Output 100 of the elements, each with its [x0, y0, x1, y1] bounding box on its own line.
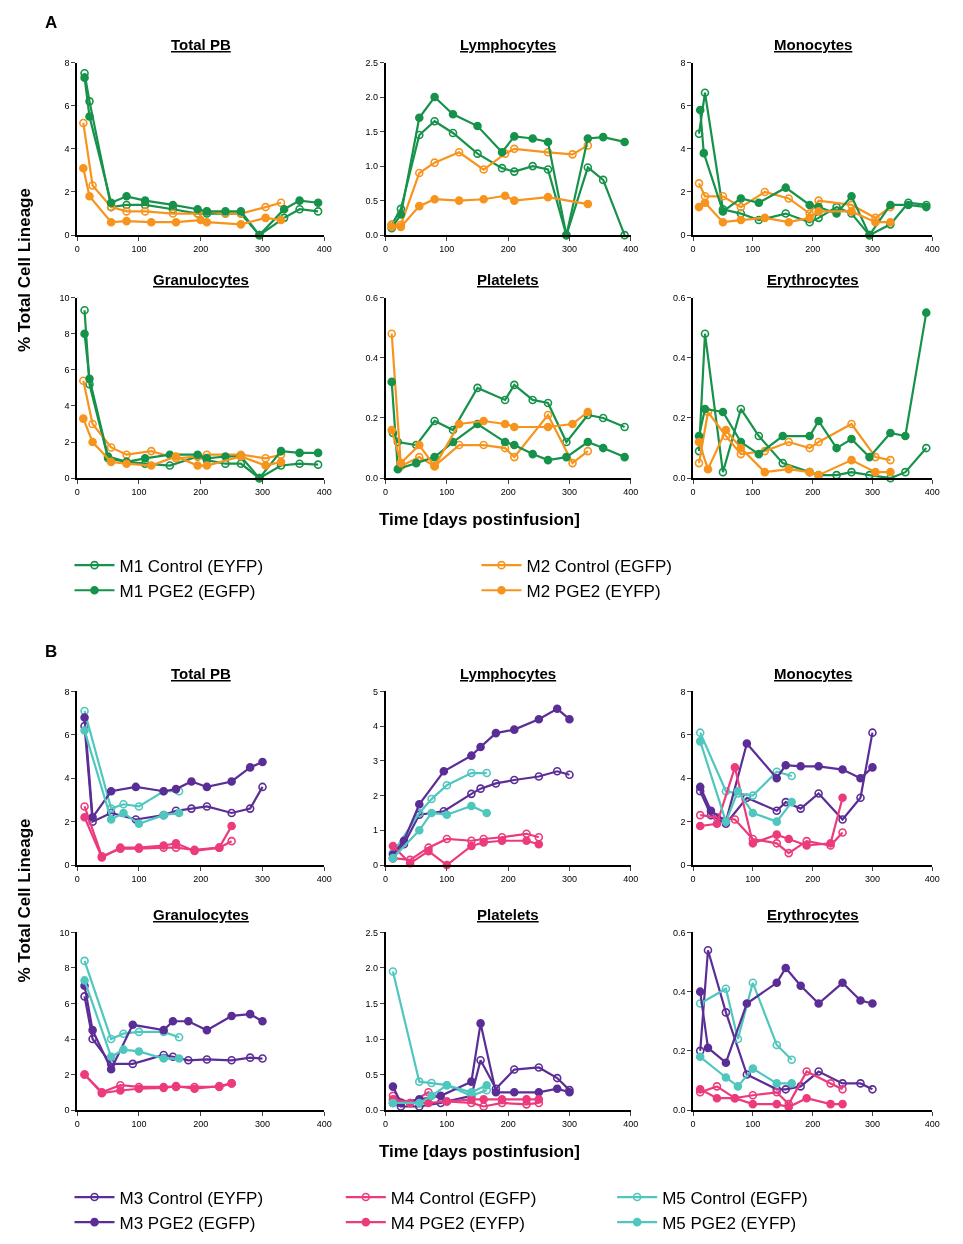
x-tick-label: 100 — [131, 486, 147, 497]
legend-label: M4 PGE2 (EYFP) — [390, 1213, 525, 1233]
x-tick-label: 200 — [193, 873, 209, 884]
y-tick-label: 3 — [373, 756, 379, 767]
chart-title: Total PB — [171, 665, 231, 682]
x-tick-label: 100 — [439, 1118, 455, 1129]
legend-label: M5 PGE2 (EYFP) — [662, 1213, 797, 1233]
x-tick-label: 100 — [745, 873, 761, 884]
y-tick-label: 8 — [64, 57, 70, 68]
x-tick-label: 400 — [924, 873, 940, 884]
y-tick-label: 0.2 — [672, 413, 686, 424]
x-tick-label: 200 — [500, 1118, 516, 1129]
y-tick-label: 5 — [373, 686, 379, 697]
chart-title: Erythrocytes — [767, 271, 859, 288]
y-tick-label: 1.5 — [365, 126, 379, 137]
x-tick-label: 200 — [500, 486, 516, 497]
x-tick-label: 200 — [500, 873, 516, 884]
y-tick-label: 0 — [64, 860, 70, 871]
x-tick-label: 0 — [690, 873, 696, 884]
legend-label: M1 Control (EYFP) — [119, 556, 264, 576]
x-tick-label: 0 — [690, 486, 696, 497]
x-tick-label: 400 — [623, 486, 639, 497]
y-tick-label: 6 — [680, 100, 686, 111]
y-tick-label: 0 — [680, 230, 686, 241]
text: B — [45, 642, 58, 661]
y-tick-label: 0 — [373, 860, 379, 871]
chart-title: Monocytes — [774, 36, 853, 53]
y-axis-title: % Total Cell Lineage — [15, 818, 35, 983]
chart-title: Lymphocytes — [460, 665, 557, 682]
x-tick-label: 300 — [561, 243, 577, 254]
y-tick-label: 2 — [680, 187, 686, 198]
x-tick-label: 0 — [383, 243, 389, 254]
x-tick-label: 300 — [864, 873, 880, 884]
legend-label: M4 Control (EGFP) — [390, 1188, 537, 1208]
x-tick-label: 0 — [690, 243, 696, 254]
y-tick-label: 1 — [373, 825, 379, 836]
x-tick-label: 0 — [74, 486, 80, 497]
y-tick-label: 2 — [64, 187, 70, 198]
legend-label: M3 PGE2 (EGFP) — [119, 1213, 256, 1233]
x-tick-label: 0 — [74, 873, 80, 884]
x-tick-label: 200 — [193, 1118, 209, 1129]
x-tick-label: 100 — [131, 1118, 147, 1129]
x-tick-label: 400 — [316, 873, 332, 884]
y-tick-label: 6 — [64, 998, 70, 1009]
y-tick-label: 0.4 — [672, 986, 686, 997]
x-tick-label: 400 — [924, 486, 940, 497]
y-tick-label: 0.5 — [365, 195, 379, 206]
text: A — [45, 13, 58, 32]
y-tick-label: 0.6 — [672, 292, 686, 303]
chart-title: Total PB — [171, 36, 231, 53]
x-tick-label: 0 — [74, 1118, 80, 1129]
x-tick-label: 400 — [316, 486, 332, 497]
y-tick-label: 2 — [64, 1069, 70, 1080]
x-tick-label: 0 — [383, 486, 389, 497]
y-tick-label: 0.0 — [365, 1105, 379, 1116]
y-tick-label: 0.4 — [365, 352, 379, 363]
chart-title: Monocytes — [774, 665, 853, 682]
x-tick-label: 400 — [623, 873, 639, 884]
x-axis-title: Time [days postinfusion] — [379, 1142, 580, 1161]
y-tick-label: 1.0 — [365, 1034, 379, 1045]
legend-label: M5 Control (EGFP) — [662, 1188, 808, 1208]
x-tick-label: 0 — [690, 1118, 696, 1129]
y-tick-label: 4 — [680, 143, 686, 154]
y-tick-label: 10 — [59, 927, 70, 938]
y-tick-label: 0.0 — [672, 1105, 686, 1116]
chart-title: Platelets — [477, 271, 539, 288]
y-tick-label: 2.5 — [365, 57, 379, 68]
x-tick-label: 100 — [439, 486, 455, 497]
y-tick-label: 6 — [64, 100, 70, 111]
y-tick-label: 8 — [680, 57, 686, 68]
y-tick-label: 8 — [64, 686, 70, 697]
x-tick-label: 300 — [864, 486, 880, 497]
x-tick-label: 100 — [745, 1118, 761, 1129]
x-tick-label: 100 — [745, 243, 761, 254]
x-tick-label: 300 — [254, 486, 271, 497]
y-tick-label: 0 — [64, 230, 70, 241]
x-tick-label: 200 — [193, 486, 209, 497]
x-tick-label: 300 — [561, 1118, 577, 1129]
y-tick-label: 0.0 — [365, 230, 379, 241]
x-tick-label: 400 — [924, 243, 940, 254]
y-tick-label: 0.6 — [672, 927, 686, 938]
x-tick-label: 200 — [805, 1118, 821, 1129]
chart-title: Lymphocytes — [460, 36, 557, 53]
x-tick-label: 100 — [131, 243, 147, 254]
y-tick-label: 6 — [64, 364, 70, 375]
y-tick-label: 4 — [64, 1034, 70, 1045]
y-tick-label: 6 — [64, 729, 70, 740]
y-tick-label: 10 — [59, 292, 70, 303]
y-tick-label: 0 — [64, 473, 70, 484]
y-tick-label: 2 — [64, 816, 70, 827]
x-tick-label: 300 — [561, 873, 577, 884]
y-tick-label: 1.5 — [365, 998, 379, 1009]
x-tick-label: 0 — [74, 243, 80, 254]
y-tick-label: 2 — [64, 437, 70, 448]
y-tick-label: 4 — [680, 773, 686, 784]
y-tick-label: 2.0 — [365, 92, 379, 103]
y-tick-label: 2.5 — [365, 927, 379, 938]
y-tick-label: 4 — [64, 773, 70, 784]
x-tick-label: 200 — [500, 243, 516, 254]
x-tick-label: 200 — [805, 243, 821, 254]
